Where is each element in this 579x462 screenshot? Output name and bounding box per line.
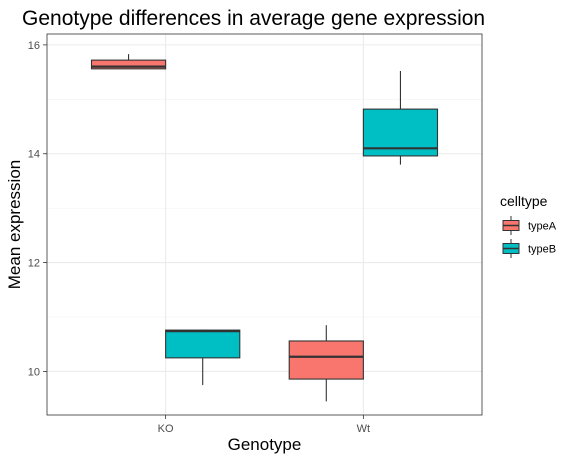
box-body [90,59,167,70]
y-tick-label: 10 [28,366,40,378]
legend-key-typeA [500,214,522,237]
legend-label: typeA [528,221,557,233]
box-body [165,329,241,359]
plot-border [46,33,483,416]
y-tick-label: 16 [28,40,40,52]
plot-panel [47,34,482,415]
box-typeA-Wt [288,325,364,402]
box-typeB-KO [165,329,241,386]
x-tick-label: Wt [357,423,370,435]
box-typeA-KO [90,54,167,70]
box-body [288,340,364,380]
axes: 10 12 14 16 KO Wt [28,40,370,435]
box-typeB-Wt [362,71,439,165]
chart-title: Genotype differences in average gene exp… [22,7,485,30]
legend-title: celltype [500,193,548,209]
legend-label: typeB [528,244,556,256]
legend-key-typeB [500,237,522,260]
x-tick-label: KO [158,423,174,435]
y-tick-label: 14 [28,149,40,161]
boxes [90,54,439,402]
y-axis-label: Mean expression [5,160,24,289]
x-axis-label: Genotype [228,435,302,454]
y-tick-label: 12 [28,258,40,270]
legend: celltype typeA typeB [500,193,557,260]
